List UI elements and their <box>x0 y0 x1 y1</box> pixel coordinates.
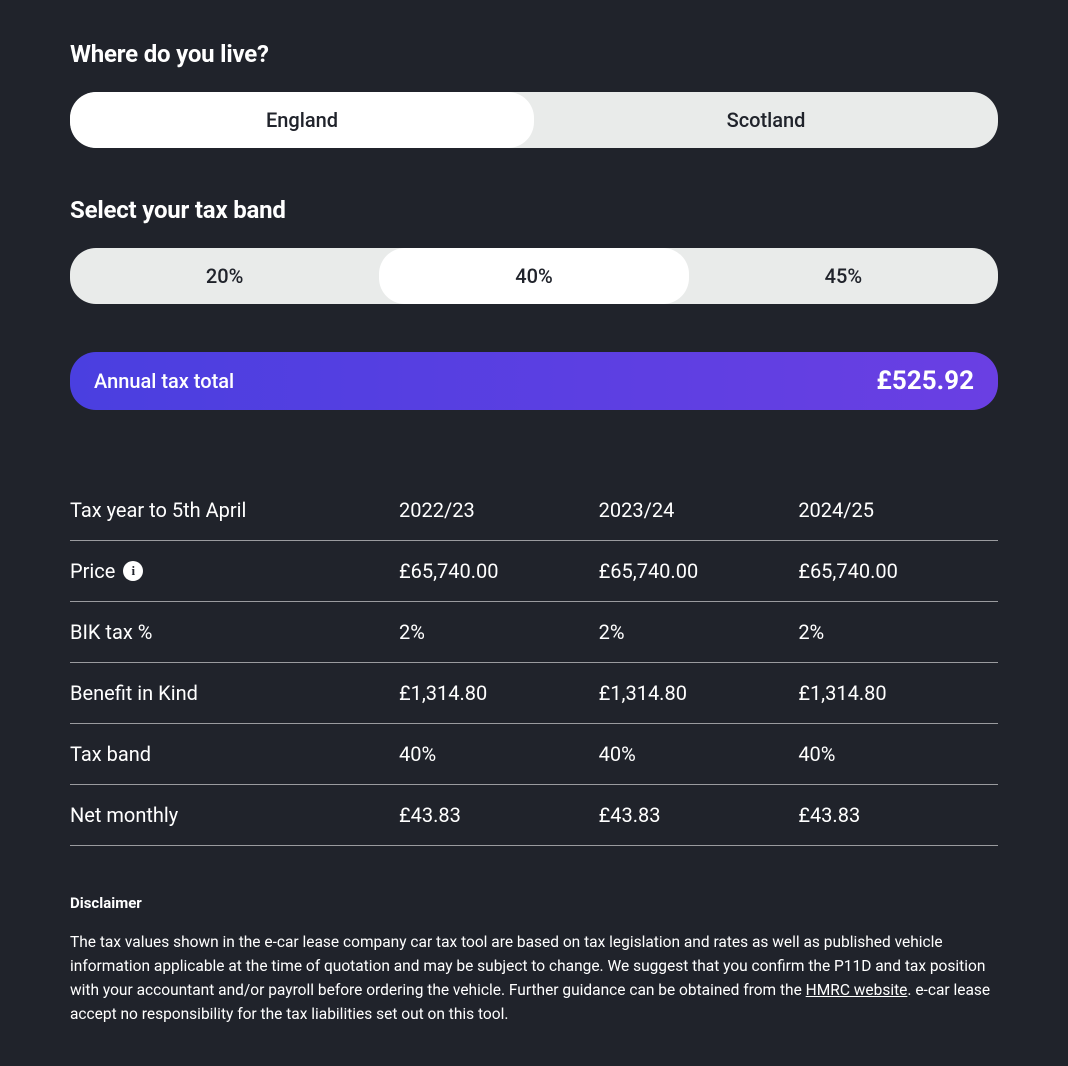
table-header-row: Tax year to 5th April2022/232023/242024/… <box>70 480 998 541</box>
row-value: £65,740.00 <box>798 541 998 602</box>
row-label: Benefit in Kind <box>70 663 399 724</box>
annual-total-label: Annual tax total <box>94 369 234 393</box>
row-value: £65,740.00 <box>399 541 599 602</box>
location-segmented: EnglandScotland <box>70 92 998 148</box>
table-header-label: Tax year to 5th April <box>70 480 399 541</box>
info-icon[interactable]: i <box>123 561 143 581</box>
location-option-england[interactable]: England <box>70 92 534 148</box>
row-value: £65,740.00 <box>599 541 799 602</box>
row-value: £1,314.80 <box>798 663 998 724</box>
row-label: Tax band <box>70 724 399 785</box>
row-value: 40% <box>798 724 998 785</box>
row-value: £1,314.80 <box>399 663 599 724</box>
tax-band-option-40[interactable]: 40% <box>379 248 688 304</box>
row-value: 40% <box>599 724 799 785</box>
disclaimer-heading: Disclaimer <box>70 894 998 912</box>
tax-band-segmented: 20%40%45% <box>70 248 998 304</box>
table-row: Tax band40%40%40% <box>70 724 998 785</box>
row-value: 2% <box>599 602 799 663</box>
table-row: Pricei£65,740.00£65,740.00£65,740.00 <box>70 541 998 602</box>
location-heading: Where do you live? <box>70 40 998 68</box>
annual-total-value: £525.92 <box>876 366 974 396</box>
row-value: £43.83 <box>399 785 599 846</box>
row-label: Pricei <box>70 541 399 602</box>
tax-band-option-20[interactable]: 20% <box>70 248 379 304</box>
row-label-text: Price <box>70 559 115 583</box>
row-value: £43.83 <box>798 785 998 846</box>
annual-total-bar: Annual tax total £525.92 <box>70 352 998 410</box>
tax-breakdown-table: Tax year to 5th April2022/232023/242024/… <box>70 480 998 846</box>
row-label: BIK tax % <box>70 602 399 663</box>
hmrc-link[interactable]: HMRC website <box>806 981 908 999</box>
location-option-scotland[interactable]: Scotland <box>534 92 998 148</box>
table-row: BIK tax %2%2%2% <box>70 602 998 663</box>
row-value: 2% <box>798 602 998 663</box>
table-row: Net monthly£43.83£43.83£43.83 <box>70 785 998 846</box>
row-value: 40% <box>399 724 599 785</box>
tax-band-heading: Select your tax band <box>70 196 998 224</box>
row-value: 2% <box>399 602 599 663</box>
table-header-year: 2024/25 <box>798 480 998 541</box>
table-header-year: 2023/24 <box>599 480 799 541</box>
row-value: £43.83 <box>599 785 799 846</box>
disclaimer-section: Disclaimer The tax values shown in the e… <box>70 894 998 1026</box>
table-row: Benefit in Kind£1,314.80£1,314.80£1,314.… <box>70 663 998 724</box>
row-label: Net monthly <box>70 785 399 846</box>
table-header-year: 2022/23 <box>399 480 599 541</box>
disclaimer-text: The tax values shown in the e-car lease … <box>70 930 998 1026</box>
tax-band-option-45[interactable]: 45% <box>689 248 998 304</box>
row-value: £1,314.80 <box>599 663 799 724</box>
